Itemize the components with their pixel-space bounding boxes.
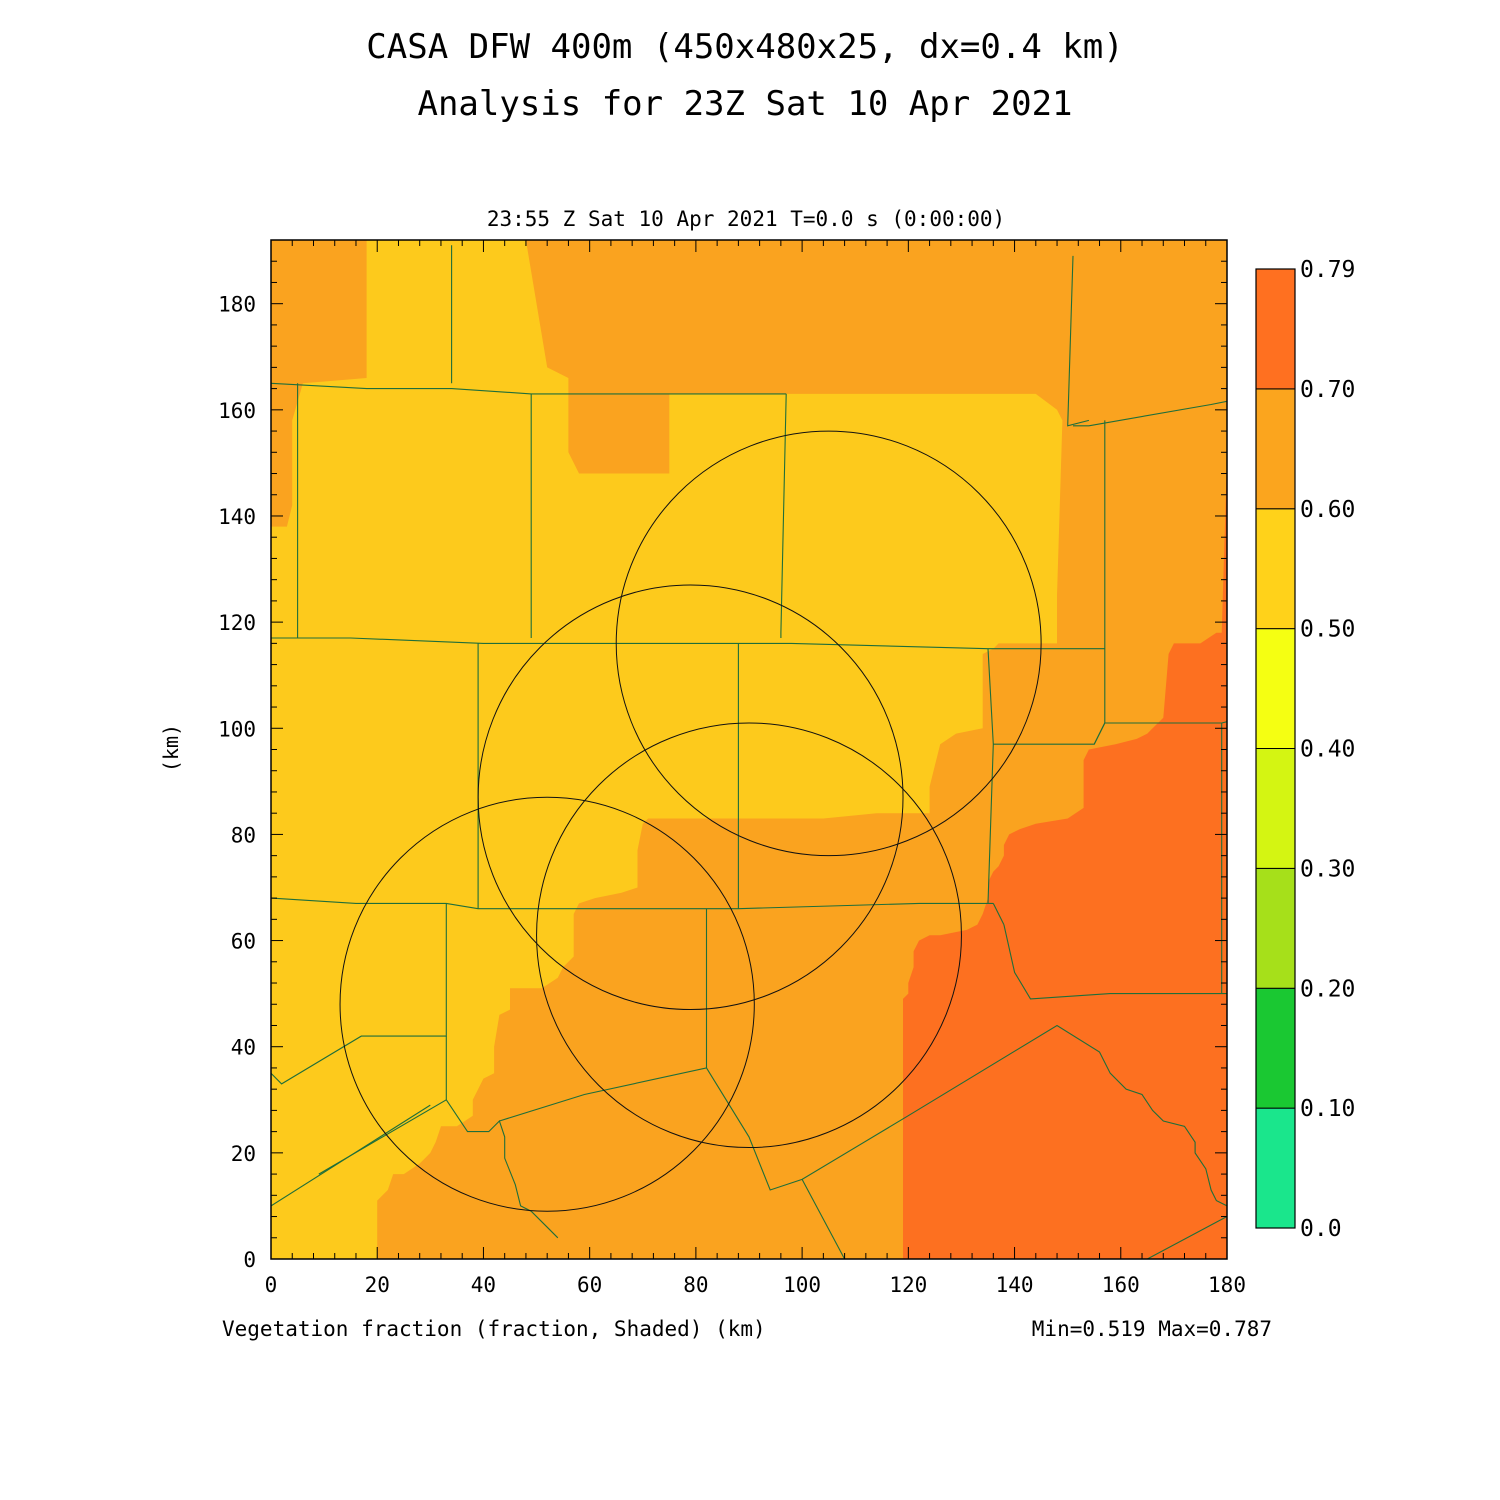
x-tick-label: 140 <box>996 1273 1034 1297</box>
range-ring-0 <box>339 796 755 1212</box>
colorbar-segment <box>1255 628 1296 749</box>
min-max-label: Min=0.519 Max=0.787 <box>1032 1317 1272 1341</box>
range-ring-2 <box>536 722 962 1149</box>
colorbar-label: 0.60 <box>1300 497 1355 523</box>
plot-area <box>271 240 1227 1259</box>
y-tick-label: 100 <box>218 717 256 741</box>
y-axis-label: (km) <box>159 724 183 772</box>
county-boundary-1 <box>271 637 1105 650</box>
chart-title-line1: CASA DFW 400m (450x480x25, dx=0.4 km) <box>366 27 1123 67</box>
colorbar-label: 0.70 <box>1300 377 1355 403</box>
x-tick-label: 40 <box>471 1273 496 1297</box>
y-tick-label: 40 <box>231 1036 256 1060</box>
radar-range-rings <box>339 430 1042 1212</box>
county-boundary-5 <box>780 393 787 638</box>
colorbar: 0.0 0.10 0.20 0.30 0.40 0.50 0.60 0.70 0.79 <box>1255 257 1355 1242</box>
shaded-region-2 <box>903 457 1227 1259</box>
colorbar-segment <box>1255 388 1296 510</box>
colorbar-label: 0.40 <box>1300 737 1355 763</box>
y-tick-label: 160 <box>218 399 256 423</box>
x-tick-labels: 0 20 40 60 80 100 120 140 160 180 <box>265 1273 1246 1297</box>
x-tick-label: 60 <box>577 1273 602 1297</box>
y-tick-label: 20 <box>231 1142 256 1166</box>
colorbar-label: 0.20 <box>1300 976 1355 1002</box>
county-boundary-17 <box>1003 924 1227 1000</box>
colorbar-frame <box>1255 268 1296 1229</box>
y-tick-labels: 0 20 40 60 80 100 120 140 160 180 <box>218 293 256 1272</box>
chart-title-line2: Analysis for 23Z Sat 10 Apr 2021 <box>417 84 1072 124</box>
colorbar-label: 0.0 <box>1300 1216 1342 1242</box>
x-tick-label: 100 <box>783 1273 821 1297</box>
axis-ticks <box>270 239 1228 1260</box>
shaded-region-1 <box>271 240 1063 1259</box>
colorbar-segment <box>1255 508 1296 630</box>
colorbar-segment <box>1255 748 1296 869</box>
y-tick-label: 140 <box>218 505 256 529</box>
colorbar-segment <box>1255 268 1296 390</box>
x-tick-label: 120 <box>889 1273 927 1297</box>
range-ring-1 <box>477 584 904 1011</box>
y-tick-label: 80 <box>231 823 256 847</box>
county-boundary-0 <box>271 382 787 395</box>
county-boundary-20 <box>1073 400 1227 427</box>
x-tick-label: 160 <box>1102 1273 1140 1297</box>
y-tick-label: 60 <box>231 930 256 954</box>
colorbar-label: 0.10 <box>1300 1096 1355 1122</box>
colorbar-segment <box>1255 1107 1296 1229</box>
x-tick-label: 20 <box>365 1273 390 1297</box>
y-tick-label: 180 <box>218 293 256 317</box>
variable-label: Vegetation fraction (fraction, Shaded) (… <box>222 1317 766 1341</box>
colorbar-label: 0.30 <box>1300 856 1355 882</box>
county-boundary-2 <box>271 897 994 910</box>
county-boundaries <box>271 245 1227 1259</box>
range-ring-3 <box>615 430 1042 857</box>
x-tick-label: 180 <box>1208 1273 1246 1297</box>
colorbar-segment <box>1255 867 1296 989</box>
county-boundary-25 <box>1147 1215 1227 1259</box>
county-boundary-15 <box>801 1179 846 1259</box>
y-tick-label: 120 <box>218 611 256 635</box>
county-boundary-12 <box>445 1099 559 1239</box>
chart-subtitle: 23:55 Z Sat 10 Apr 2021 T=0.0 s (0:00:00… <box>487 207 1005 231</box>
county-boundary-16 <box>271 1104 431 1207</box>
county-boundary-10 <box>271 903 447 1085</box>
y-tick-label: 0 <box>243 1248 256 1272</box>
county-boundary-23 <box>993 722 1106 745</box>
colorbar-segment <box>1255 987 1296 1109</box>
x-tick-label: 0 <box>265 1273 278 1297</box>
colorbar-label: 0.79 <box>1300 257 1355 283</box>
county-boundary-19 <box>1067 255 1090 427</box>
county-boundary-18 <box>992 903 1005 925</box>
county-boundary-13 <box>499 908 708 1122</box>
colorbar-label: 0.50 <box>1300 617 1355 643</box>
x-tick-label: 80 <box>683 1273 708 1297</box>
shaded-regions <box>271 240 1227 1259</box>
